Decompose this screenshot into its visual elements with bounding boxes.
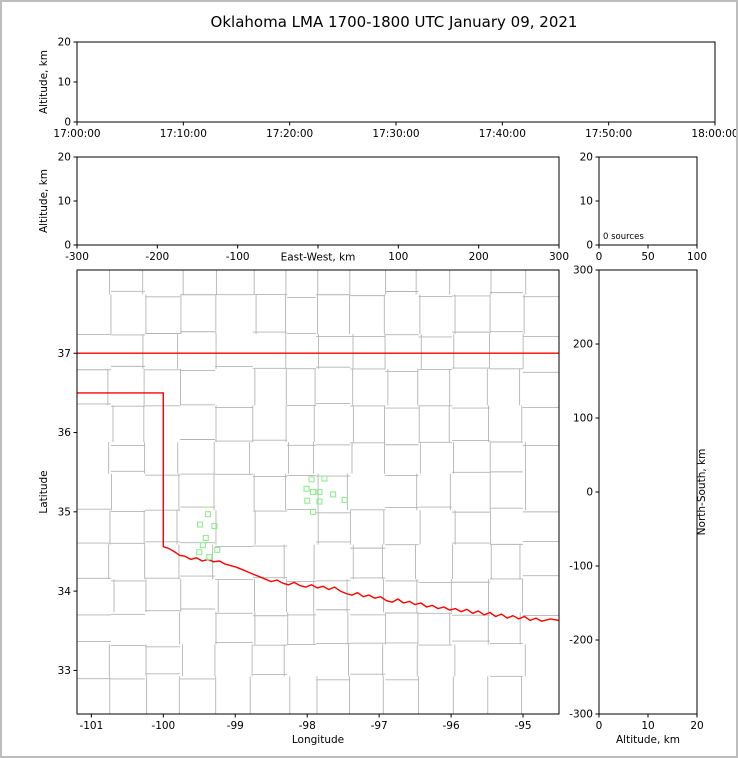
svg-text:20: 20 (58, 152, 71, 164)
plan-view-ylabel: Latitude (38, 470, 50, 513)
panel-ew-alt: -300 -200 -100 100 200 300 0 10 20 (58, 152, 569, 263)
panel-alt-hist: 0 50 100 0 10 20 (580, 152, 707, 263)
station-marker (330, 491, 337, 498)
station-marker (316, 498, 323, 505)
svg-text:20: 20 (690, 720, 703, 732)
svg-text:18:00:00: 18:00:00 (691, 128, 738, 140)
svg-text:0: 0 (586, 240, 593, 252)
station-marker (206, 553, 213, 561)
svg-text:35: 35 (58, 507, 71, 519)
plan-view-y-axis: 33 34 35 36 37 (58, 348, 77, 677)
svg-text:50: 50 (641, 251, 654, 263)
station-marker (202, 534, 209, 542)
figure-title: Oklahoma LMA 1700-1800 UTC January 09, 2… (210, 13, 578, 31)
svg-text:-96: -96 (443, 720, 460, 732)
svg-text:34: 34 (58, 586, 72, 598)
ew-alt-xlabel: East-West, km (281, 252, 356, 264)
station-marker (316, 488, 323, 496)
plan-view-xlabel: Longitude (292, 734, 344, 746)
svg-text:20: 20 (580, 152, 593, 164)
svg-text:300: 300 (573, 265, 593, 277)
svg-text:300: 300 (549, 251, 569, 263)
svg-text:17:30:00: 17:30:00 (372, 128, 419, 140)
svg-text:0: 0 (596, 720, 603, 732)
svg-text:17:20:00: 17:20:00 (266, 128, 313, 140)
svg-text:200: 200 (469, 251, 489, 263)
time-height-x-axis: 17:00:00 17:10:00 17:20:00 17:30:00 17:40:00… (53, 122, 738, 140)
svg-text:200: 200 (573, 339, 593, 351)
time-height-y-axis: 0 10 20 (58, 37, 77, 129)
svg-text:-98: -98 (299, 720, 316, 732)
panel-ns-alt: 0 10 20 -300 -200 -100 0 100 200 300 (569, 265, 704, 732)
time-height-ylabel: Altitude, km (38, 50, 50, 114)
svg-text:0: 0 (596, 251, 603, 263)
svg-text:100: 100 (687, 251, 707, 263)
ns-alt-ylabel: North-South, km (696, 449, 708, 536)
station-marker (303, 485, 310, 492)
svg-text:33: 33 (58, 665, 71, 677)
svg-text:-300: -300 (65, 251, 89, 263)
station-marker (196, 549, 203, 556)
ns-alt-x-axis: 0 10 20 (596, 714, 704, 732)
station-marker (304, 497, 311, 504)
svg-text:17:50:00: 17:50:00 (585, 128, 632, 140)
station-marker (204, 511, 211, 518)
ew-alt-y-axis: 0 10 20 (58, 152, 77, 252)
station-marker (321, 475, 328, 482)
ew-alt-x-axis: -300 -200 -100 100 200 300 (65, 245, 569, 263)
svg-text:100: 100 (573, 413, 593, 425)
svg-text:36: 36 (58, 427, 72, 439)
panel-time-height: 17:00:00 17:10:00 17:20:00 17:30:00 17:40:00… (53, 37, 738, 140)
panel-plan-view: -101 -100 -99 -98 -97 -96 -95 33 34 35 36 37 (58, 269, 560, 732)
svg-text:10: 10 (58, 77, 71, 89)
station-marker (341, 496, 348, 503)
axes-frame (76, 41, 716, 123)
svg-text:-300: -300 (569, 709, 593, 721)
svg-text:0: 0 (586, 487, 593, 499)
svg-text:-100: -100 (226, 251, 250, 263)
svg-text:17:00:00: 17:00:00 (53, 128, 100, 140)
axes-frame (76, 269, 560, 715)
svg-text:0: 0 (64, 117, 71, 129)
svg-text:0: 0 (64, 240, 71, 252)
ns-alt-y-axis: -300 -200 -100 0 100 200 300 (569, 265, 599, 721)
svg-text:-100: -100 (569, 561, 593, 573)
svg-text:-97: -97 (371, 720, 388, 732)
station-marker (309, 488, 317, 496)
sources-count-label: 0 sources (603, 232, 644, 242)
state-border (77, 352, 559, 622)
svg-text:-200: -200 (569, 635, 593, 647)
svg-text:100: 100 (388, 251, 408, 263)
svg-text:10: 10 (580, 196, 593, 208)
alt-hist-y-axis: 0 10 20 (580, 152, 599, 252)
axes-frame (76, 156, 560, 246)
svg-text:20: 20 (58, 37, 71, 49)
lma-stations (196, 475, 348, 561)
county-boundaries (77, 270, 559, 714)
svg-text:10: 10 (641, 720, 654, 732)
plan-view-x-axis: -101 -100 -99 -98 -97 -96 -95 (79, 714, 532, 732)
station-marker (211, 523, 218, 530)
station-marker (308, 476, 315, 483)
svg-text:-200: -200 (145, 251, 169, 263)
station-marker (196, 521, 204, 528)
station-marker (309, 508, 317, 515)
svg-text:-101: -101 (79, 720, 103, 732)
svg-text:-100: -100 (151, 720, 175, 732)
station-marker (214, 546, 221, 553)
station-marker (199, 542, 206, 549)
alt-hist-x-axis: 0 50 100 (596, 245, 707, 263)
svg-text:37: 37 (58, 348, 71, 360)
svg-text:17:10:00: 17:10:00 (160, 128, 207, 140)
svg-text:-95: -95 (514, 720, 531, 732)
axes-frame (598, 269, 698, 715)
svg-text:10: 10 (58, 196, 71, 208)
svg-text:-99: -99 (227, 720, 244, 732)
svg-text:17:40:00: 17:40:00 (479, 128, 526, 140)
ns-alt-xlabel: Altitude, km (616, 734, 680, 746)
ew-alt-ylabel: Altitude, km (38, 169, 50, 233)
